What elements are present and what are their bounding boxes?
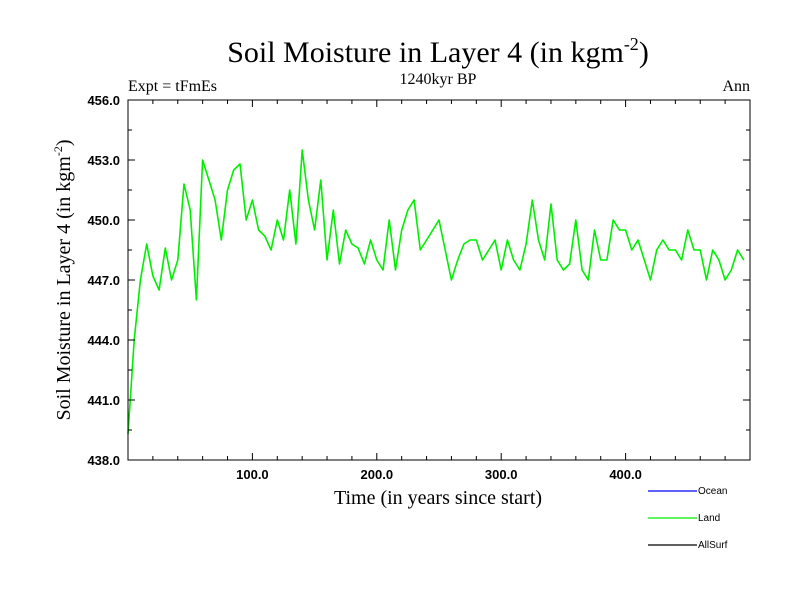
legend: Ocean Land AllSurf bbox=[648, 486, 728, 551]
y-tick-label: 447.0 bbox=[87, 273, 120, 288]
y-tick-label: 450.0 bbox=[87, 213, 120, 228]
y-tick-label: 438.0 bbox=[87, 453, 120, 468]
x-tick-label: 300.0 bbox=[485, 467, 518, 482]
chart-title: Soil Moisture in Layer 4 (in kgm-2) bbox=[227, 34, 649, 69]
x-tick-label: 400.0 bbox=[609, 467, 642, 482]
subtitle-center: 1240kyr BP bbox=[400, 71, 477, 88]
x-tick-label: 200.0 bbox=[361, 467, 394, 482]
legend-label-ocean: Ocean bbox=[698, 486, 727, 497]
x-axis-label: Time (in years since start) bbox=[334, 487, 542, 509]
y-tick-label: 453.0 bbox=[87, 153, 120, 168]
x-tick-label: 100.0 bbox=[236, 467, 269, 482]
legend-label-allsurf: AllSurf bbox=[698, 540, 728, 551]
subtitle-right: Ann bbox=[722, 78, 750, 95]
plot-area: 438.0 441.0 444.0 447.0 450.0 453.0 456.0 100.0… bbox=[87, 93, 751, 482]
y-tick-label: 444.0 bbox=[87, 333, 120, 348]
series-line-land bbox=[127, 149, 745, 435]
y-tick-label: 456.0 bbox=[87, 93, 120, 108]
y-axis-label: Soil Moisture in Layer 4 (in kgm-2) bbox=[51, 139, 75, 420]
plot-frame bbox=[127, 99, 751, 461]
legend-label-land: Land bbox=[698, 513, 720, 524]
y-tick-label: 441.0 bbox=[87, 393, 120, 408]
subtitle-left: Expt = tFmEs bbox=[128, 78, 217, 95]
